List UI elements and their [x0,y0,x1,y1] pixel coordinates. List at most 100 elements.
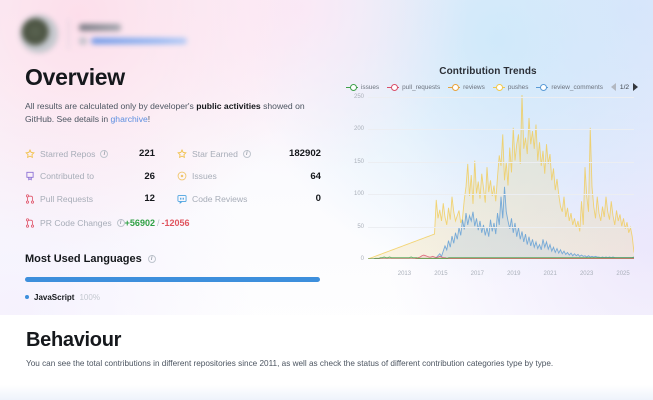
description-pre: All results are calculated only by devel… [25,101,197,111]
stat-label: Issues [192,171,217,182]
pr-code-changes-values: +56902/-12056 [125,218,212,228]
stat-value: 26 [144,170,155,182]
description-post: ! [147,114,151,125]
x-axis-tick: 2023 [579,271,594,277]
stat-label-group: Pull Requests [25,194,93,204]
stat-label-group: Issues [177,171,217,181]
behaviour-title: Behaviour [26,329,122,351]
page-indicator: 1/2 [619,83,630,91]
stats-row: Contributed to 26 Issues 64 [25,165,330,188]
overview-description: All results are calculated only by devel… [25,100,315,127]
stat-label: Starred Repos [40,148,96,159]
series-line-pushes [368,95,634,259]
info-icon[interactable]: i [100,149,109,158]
contribution-trends-chart [368,95,634,259]
language-percent: 100% [79,292,100,302]
stat-label: Code Reviews [192,193,248,204]
legend-item-pull-requests[interactable]: pull_requests [387,84,440,91]
stats-row-pr-code-changes: PR Code Changes i +56902/-12056 [25,212,330,235]
stat-pull-requests: Pull Requests 12 [25,193,177,204]
gharchive-link[interactable]: gharchive [110,114,148,125]
chart-svg-wrapper [368,95,634,259]
language-legend-item: JavaScript 100% [25,293,330,302]
profile-username [79,23,121,31]
chart-pagination: 1/2 [610,83,640,91]
x-axis-tick: 2019 [507,271,521,277]
legend-item-pushes[interactable]: pushes [492,84,528,91]
language-name: JavaScript [34,292,75,302]
stat-label-group: Contributed to [25,171,94,181]
bottom-fade [0,385,653,400]
most-used-languages-section: Most Used Languages i JavaScript 100% [25,253,330,302]
y-axis-tick: 250 [353,94,364,100]
chart-legend: issues pull_requests reviews pushes revi… [342,83,639,91]
stat-label: Star Earned [192,148,238,159]
triangle-right-icon[interactable] [633,83,639,91]
repo-icon [26,172,34,181]
stat-label-group: Code Reviews [177,194,247,204]
gridline [368,194,634,196]
contribution-trends-card: Contribution Trends issues pull_requests… [342,66,639,296]
chart-title: Contribution Trends [439,66,537,77]
star-icon [25,148,35,159]
stat-value: 0 [315,193,321,205]
legend-item-review-comments[interactable]: review_comments [536,84,603,91]
gridline [368,129,634,131]
stats-row: Starred Repos i 221 Star Earned i 182902 [25,143,330,166]
language-color-dot [25,295,29,300]
x-axis-tick: 2013 [397,271,412,277]
y-axis-tick: 50 [357,223,364,230]
stat-value: 64 [310,170,321,182]
stat-starred-repos: Starred Repos i 221 [25,148,177,159]
languages-header: Most Used Languages i [25,253,330,265]
legend-item-reviews[interactable]: reviews [448,84,485,91]
profile-url-link[interactable] [91,37,187,44]
stat-star-earned: Star Earned i 182902 [177,148,329,159]
x-axis-tick: 2021 [543,271,557,277]
legend-marker-icon [492,84,505,91]
info-icon[interactable]: i [242,149,251,158]
behaviour-section: Behaviour You can see the total contribu… [0,315,653,385]
legend-marker-icon [346,84,358,91]
profile-text-block [79,23,187,45]
divider [68,19,69,49]
stat-issues: Issues 64 [177,171,329,182]
profile-url-row[interactable] [79,36,187,45]
profile-header [20,10,310,58]
languages-title: Most Used Languages [25,252,142,265]
behaviour-description: You can see the total contributions in d… [26,359,554,368]
legend-marker-icon [536,84,549,91]
info-icon[interactable]: i [147,254,156,263]
stat-label-group: Star Earned i [177,149,251,159]
legend-item-issues[interactable]: issues [346,84,379,91]
pr-separator: / [156,218,160,229]
stats-row: Pull Requests 12 Code Reviews 0 [25,188,330,211]
page-title: Overview [25,64,125,90]
description-mid: showed on GitHub. See details in [25,101,305,125]
stat-label-group: Starred Repos i [25,148,109,159]
triangle-left-icon[interactable] [610,83,616,91]
gridline [368,97,634,98]
legend-label: pull_requests [402,83,441,91]
stat-code-reviews: Code Reviews 0 [177,193,329,204]
series-line-issues [368,257,634,259]
issue-icon [177,171,187,181]
stat-label: Contributed to [40,171,94,182]
pr-additions: +56902 [124,218,155,229]
stat-contributed-to: Contributed to 26 [25,171,177,182]
stat-label: Pull Requests [40,193,94,204]
link-icon [79,36,87,45]
stat-label-group: PR Code Changes i [25,218,125,228]
gridline [368,226,634,228]
x-axis-tick: 2025 [616,271,630,277]
gridline [368,161,634,163]
legend-label: reviews [463,83,485,91]
star-icon [177,148,187,159]
x-axis-tick: 2017 [470,271,484,277]
y-axis-tick: 150 [353,158,364,165]
description-bold: public activities [196,101,261,111]
chart-plot-area[interactable]: 250 200 150 100 50 0 2013 2015 2017 2019 2021 2023 2… [342,94,634,281]
info-icon[interactable]: i [116,219,125,228]
x-axis-tick: 2015 [434,271,448,277]
